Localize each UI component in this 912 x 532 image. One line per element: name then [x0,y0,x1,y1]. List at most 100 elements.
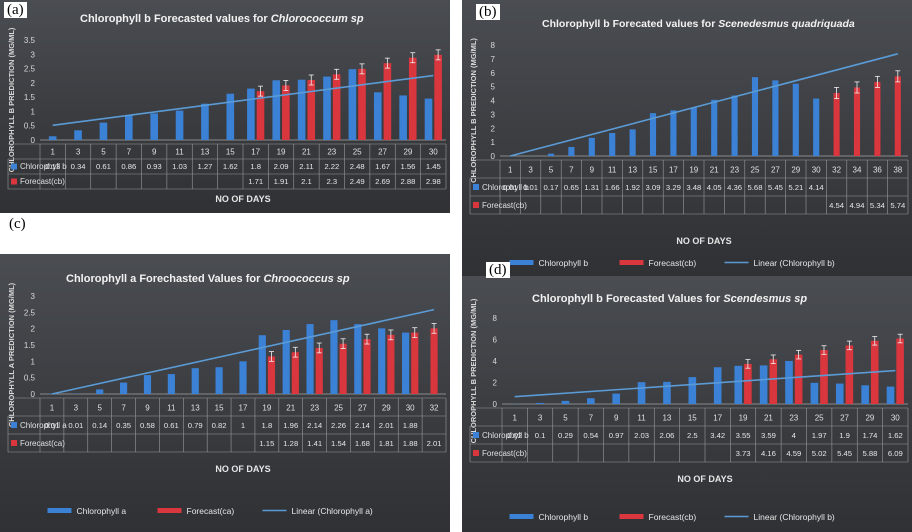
chart-title: Chlorophyll a Forechasted Values for Chr… [66,273,350,285]
x-axis-label: NO OF DAYS [215,464,270,474]
x-category-label: 3 [74,404,79,413]
x-category-label: 15 [226,148,235,157]
bar-2-s1-10 [291,352,299,394]
data-label: 4.54 [829,201,845,210]
y-tick-label: 2 [493,379,498,388]
x-category-label: 11 [175,148,184,157]
bar-3-s0-15 [886,386,895,404]
x-category-label: 23 [730,166,739,175]
data-label: 2.03 [634,431,649,440]
x-category-label: 1 [50,148,55,157]
x-category-label: 13 [628,166,637,175]
error-bar [796,349,802,360]
y-tick-label: 1.5 [24,341,36,350]
y-axis-label: CHLOROPHYLL B PREDICTION (MG/ML) [469,298,478,443]
bar-1-s0-8 [670,110,677,156]
bar-3-s1-15 [896,338,904,404]
x-category-label: 19 [262,404,271,413]
data-label: 2.22 [324,162,339,171]
data-label: 2.5 [687,431,698,440]
x-category-label: 19 [689,166,698,175]
x-category-label: 17 [669,166,678,175]
bar-0-s1-8 [256,91,265,140]
data-label: 5.45 [768,183,783,192]
panel-label-d: (d) [486,262,510,278]
x-category-label: 5 [563,414,568,423]
error-bar [292,346,298,358]
x-category-label: 30 [812,166,821,175]
bar-0-s1-9 [282,85,290,140]
data-label: 0.86 [121,162,136,171]
y-tick-label: 1 [31,107,36,116]
data-label: 2.3 [326,177,337,186]
data-label: 2.48 [350,162,365,171]
legend-swatch [509,514,534,519]
x-category-label: 30 [406,404,415,413]
legend-item: Linear (Chlorophyll a) [292,506,373,516]
bar-0-s0-8 [247,88,255,140]
legend-item: Forecast(ca) [187,506,235,516]
x-category-label: 27 [771,166,780,175]
x-category-label: 15 [649,166,658,175]
data-label: 0.13 [45,162,60,171]
x-category-label: 1 [512,414,517,423]
x-category-label: 30 [891,414,900,423]
data-label: 1.68 [355,439,370,448]
data-label: 6.09 [888,449,903,458]
data-label: 1.8 [262,421,273,430]
table-series-name: Chlorophyll a [20,421,67,430]
x-category-label: 13 [191,404,200,413]
x-category-label: 15 [688,414,697,423]
bar-0-s0-3 [125,115,133,140]
bar-1-s0-11 [731,95,738,156]
error-bar [412,327,418,338]
bar-1-s0-12 [751,77,759,156]
x-category-label: 9 [590,166,595,175]
x-category-label: 21 [302,148,311,157]
bar-0-s0-0 [48,136,57,140]
data-label: 1 [241,421,245,430]
x-category-label: 25 [751,166,760,175]
data-label: 4.05 [707,183,722,192]
trendline [514,369,896,398]
data-label: 4 [792,431,797,440]
data-label: 1.96 [283,421,298,430]
x-category-label: 32 [832,166,841,175]
trendline [52,74,434,127]
table-legend-key [11,163,17,170]
y-tick-label: 1 [31,357,36,366]
x-category-label: 7 [569,166,574,175]
bar-2-s0-5 [167,374,175,394]
data-label: 4.36 [727,183,742,192]
data-label: 1.9 [839,431,850,440]
x-axis-label: NO OF DAYS [677,474,732,484]
bar-1-s1-19 [894,76,901,156]
bar-3-s0-3 [587,398,595,404]
x-category-label: 21 [710,166,719,175]
y-tick-label: 6 [493,336,498,345]
data-label: 1.56 [400,162,415,171]
y-tick-label: 6 [491,69,496,78]
data-label: 4.59 [786,449,801,458]
data-label: 0.65 [564,183,579,192]
data-label: 1.45 [426,162,441,171]
x-category-label: 15 [215,404,224,413]
y-tick-label: 0.5 [24,374,36,383]
table-series-name: Chlorophyll b [20,162,67,171]
x-category-label: 9 [145,404,150,413]
data-label: 2.14 [355,421,371,430]
data-label: 0.54 [583,431,599,440]
x-category-label: 5 [549,166,554,175]
error-bar [834,87,840,99]
bar-0-s0-9 [272,80,281,140]
bar-3-s1-12 [820,350,828,404]
chart-panel-b: Chlorophyll b Forecated values for Scene… [462,0,912,276]
data-label: 5.45 [837,449,852,458]
data-label: 1.97 [812,431,827,440]
data-label: 0.01 [68,421,83,430]
bar-1-s0-4 [588,137,595,156]
bar-3-s0-13 [835,383,844,404]
data-label: 0.61 [96,162,111,171]
error-bar [283,80,289,91]
table-series-name: Chlorophyll b [482,431,529,440]
